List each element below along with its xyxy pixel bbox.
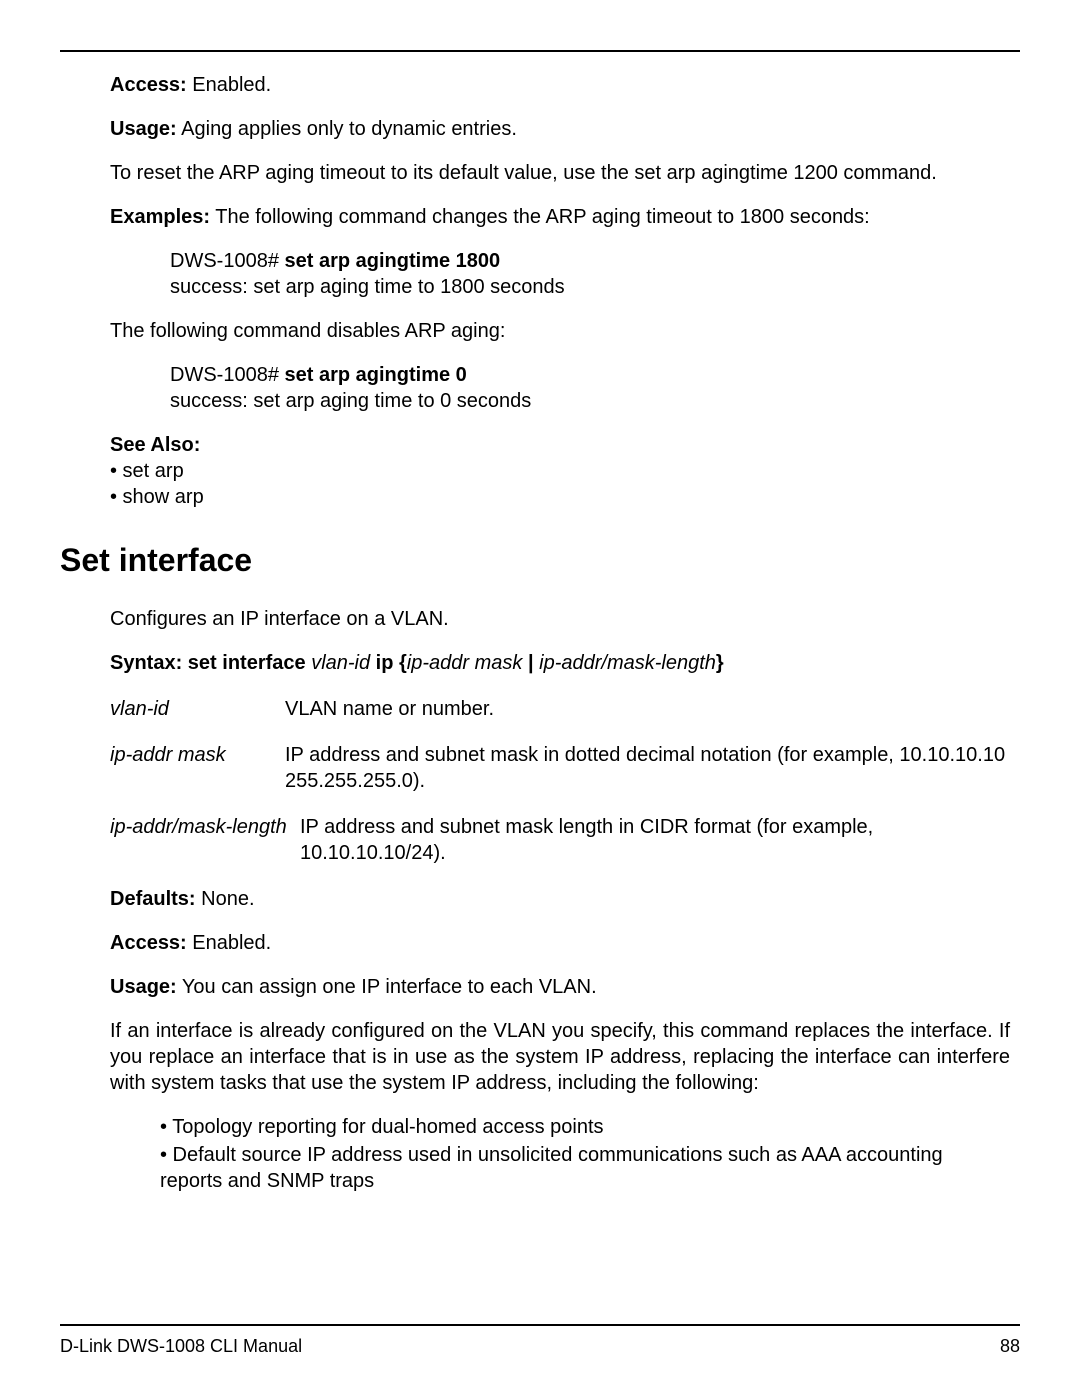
- example-1-cmd: set arp agingtime 1800: [285, 250, 501, 272]
- footer-right: 88: [1000, 1336, 1020, 1357]
- see-also-item-0: • set arp: [110, 458, 1010, 484]
- defaults-line: Defaults: None.: [110, 886, 1010, 912]
- syntax-pipe: |: [522, 652, 539, 674]
- intro: Configures an IP interface on a VLAN.: [110, 606, 1010, 632]
- param-desc-2: IP address and subnet mask length in CID…: [300, 814, 1010, 866]
- usage-bullets: • Topology reporting for dual-homed acce…: [110, 1114, 1010, 1194]
- example-1-result: success: set arp aging time to 1800 seco…: [170, 274, 1010, 300]
- content-area: Access: Enabled. Usage: Aging applies on…: [60, 72, 1020, 1194]
- syntax-ip: ip {: [370, 652, 407, 674]
- example-2: DWS-1008# set arp agingtime 0 success: s…: [110, 362, 1010, 414]
- access2-value: Enabled.: [187, 932, 272, 954]
- example-2-prompt: DWS-1008#: [170, 364, 285, 386]
- param-desc-1: IP address and subnet mask in dotted dec…: [285, 742, 1010, 794]
- top-rule: [60, 50, 1020, 52]
- examples-label: Examples:: [110, 206, 210, 228]
- param-desc-0: VLAN name or number.: [285, 696, 1010, 722]
- usage-para2: If an interface is already configured on…: [110, 1018, 1010, 1096]
- footer-left: D-Link DWS-1008 CLI Manual: [60, 1336, 302, 1357]
- usage-value: Aging applies only to dynamic entries.: [177, 118, 517, 140]
- syntax-end: }: [716, 652, 724, 674]
- examples-value: The following command changes the ARP ag…: [210, 206, 870, 228]
- example-1-prompt: DWS-1008#: [170, 250, 285, 272]
- access2-label: Access:: [110, 932, 187, 954]
- access-value: Enabled.: [187, 74, 272, 96]
- syntax-vlanid: vlan-id: [311, 652, 370, 674]
- syntax-ipaddr: ip-addr mask: [407, 652, 523, 674]
- usage-bullet-1: • Default source IP address used in unso…: [160, 1142, 1010, 1194]
- examples-line: Examples: The following command changes …: [110, 204, 1010, 230]
- usage2-line: Usage: You can assign one IP interface t…: [110, 974, 1010, 1000]
- usage-bullet-0: • Topology reporting for dual-homed acce…: [160, 1114, 1010, 1140]
- section-heading: Set interface: [60, 540, 1010, 582]
- syntax-cidr: ip-addr/mask-length: [539, 652, 716, 674]
- access-line: Access: Enabled.: [110, 72, 1010, 98]
- param-row-2: ip-addr/mask-length IP address and subne…: [110, 814, 1010, 866]
- param-term-0: vlan-id: [110, 696, 285, 722]
- example-1-cmd-line: DWS-1008# set arp agingtime 1800: [170, 248, 1010, 274]
- see-also-label: See Also:: [110, 432, 1010, 458]
- usage-line: Usage: Aging applies only to dynamic ent…: [110, 116, 1010, 142]
- example-2-result: success: set arp aging time to 0 seconds: [170, 388, 1010, 414]
- param-row-0: vlan-id VLAN name or number.: [110, 696, 1010, 722]
- param-term-1: ip-addr mask: [110, 742, 285, 768]
- param-row-1: ip-addr mask IP address and subnet mask …: [110, 742, 1010, 794]
- defaults-label: Defaults:: [110, 888, 196, 910]
- usage-label: Usage:: [110, 118, 177, 140]
- bottom-rule: [60, 1324, 1020, 1326]
- usage2-label: Usage:: [110, 976, 177, 998]
- access2-line: Access: Enabled.: [110, 930, 1010, 956]
- syntax-line: Syntax: set interface vlan-id ip {ip-add…: [110, 650, 1010, 676]
- footer-row: D-Link DWS-1008 CLI Manual 88: [60, 1336, 1020, 1357]
- access-label: Access:: [110, 74, 187, 96]
- footer: D-Link DWS-1008 CLI Manual 88: [60, 1324, 1020, 1357]
- example-1: DWS-1008# set arp agingtime 1800 success…: [110, 248, 1010, 300]
- usage2-value: You can assign one IP interface to each …: [177, 976, 597, 998]
- example-2-cmd: set arp agingtime 0: [285, 364, 467, 386]
- defaults-value: None.: [196, 888, 255, 910]
- disable-intro: The following command disables ARP aging…: [110, 318, 1010, 344]
- page: Access: Enabled. Usage: Aging applies on…: [0, 0, 1080, 1397]
- syntax-label: Syntax: set interface: [110, 652, 311, 674]
- reset-note: To reset the ARP aging timeout to its de…: [110, 160, 1010, 186]
- param-term-2: ip-addr/mask-length: [110, 814, 300, 840]
- see-also-item-1: • show arp: [110, 484, 1010, 510]
- see-also-block: See Also: • set arp • show arp: [110, 432, 1010, 510]
- example-2-cmd-line: DWS-1008# set arp agingtime 0: [170, 362, 1010, 388]
